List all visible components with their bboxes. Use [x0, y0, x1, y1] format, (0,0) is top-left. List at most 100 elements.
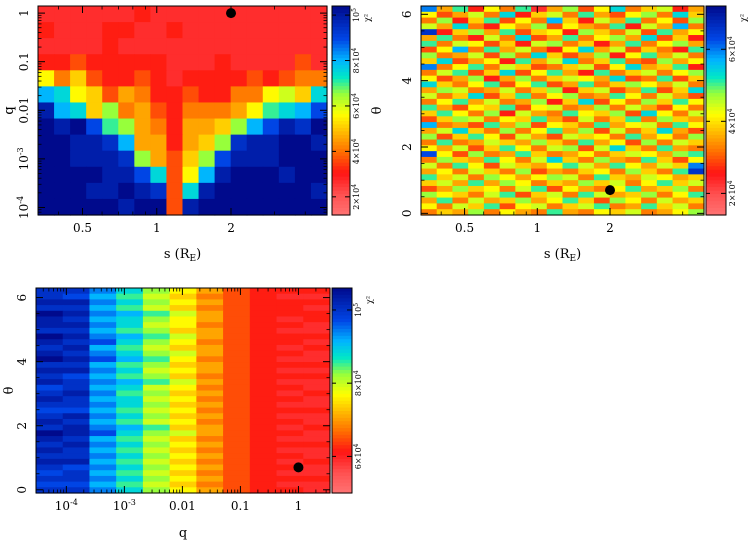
heatmap-cell: [546, 6, 564, 13]
heatmap-cell: [89, 424, 117, 431]
y-tick-label: 4: [15, 357, 29, 365]
heatmap-cell: [198, 198, 216, 216]
heatmap-cell: [223, 470, 251, 477]
heatmap-cell: [196, 344, 224, 352]
heatmap-cell: [593, 174, 611, 181]
heatmap-cell: [196, 470, 224, 477]
heatmap-cell: [656, 162, 674, 170]
heatmap-cell: [515, 168, 532, 175]
heatmap-cell: [36, 441, 64, 449]
heatmap-cell: [656, 64, 674, 71]
heatmap-cell: [276, 453, 304, 460]
heatmap-cell: [86, 22, 103, 39]
heatmap-cell: [531, 145, 548, 152]
heatmap-cell: [169, 293, 197, 300]
heatmap-cell: [54, 86, 71, 104]
heatmap-cell: [246, 150, 264, 168]
colorbar-segment: [706, 82, 726, 87]
heatmap-cell: [134, 22, 151, 39]
heatmap-cell: [656, 81, 674, 88]
heatmap-cell: [546, 23, 564, 30]
heatmap-cell: [89, 453, 117, 460]
heatmap-cell: [641, 209, 658, 216]
heatmap-cell: [468, 110, 485, 117]
heatmap-cell: [593, 11, 611, 19]
heatmap-cell: [531, 203, 548, 210]
heatmap-cell: [116, 333, 144, 340]
colorbar-segment: [332, 346, 352, 351]
heatmap-cell: [36, 407, 64, 414]
heatmap-cell: [546, 46, 564, 54]
heatmap-cell: [249, 396, 278, 403]
heatmap-cell: [672, 17, 689, 25]
heatmap-cell: [142, 453, 171, 460]
heatmap-cell: [672, 145, 689, 152]
heatmap-cell: [169, 356, 197, 363]
heatmap-cell: [196, 401, 224, 409]
heatmap-cell: [223, 407, 251, 414]
heatmap-cell: [452, 139, 469, 146]
heatmap-cell: [54, 6, 71, 23]
heatmap-cell: [562, 127, 579, 135]
heatmap-cell: [223, 401, 251, 409]
heatmap-cell: [102, 150, 119, 168]
heatmap-cell: [246, 70, 264, 87]
heatmap-cell: [578, 87, 595, 94]
heatmap-cell: [118, 102, 135, 120]
heatmap-cell: [38, 6, 55, 23]
heatmap-cell: [303, 322, 331, 329]
heatmap-cell: [562, 29, 579, 36]
heatmap-cell: [223, 430, 251, 437]
heatmap-cell: [36, 362, 64, 369]
colorbar-segment: [706, 23, 726, 28]
heatmap-cell: [436, 145, 454, 152]
heatmap-cell: [531, 58, 548, 65]
colorbar-segment: [332, 291, 352, 296]
heatmap-cell: [609, 93, 626, 100]
heatmap-cell: [89, 379, 117, 386]
heatmap-cell: [421, 191, 438, 199]
heatmap-cell: [196, 407, 224, 414]
colorbar-segment: [332, 475, 352, 480]
heatmap-cell: [656, 122, 674, 129]
heatmap-cell: [62, 390, 91, 397]
heatmap-cell: [468, 180, 485, 187]
heatmap-cell: [230, 38, 248, 55]
heatmap-cell: [672, 162, 689, 170]
heatmap-cell: [196, 441, 224, 449]
heatmap-cell: [546, 35, 564, 42]
heatmap-cell: [169, 436, 197, 443]
heatmap-cell: [483, 17, 501, 25]
heatmap-cell: [246, 38, 264, 55]
heatmap-cell: [38, 118, 55, 136]
heatmap-cell: [62, 310, 91, 318]
heatmap-cell: [310, 70, 328, 87]
colorbar-segment: [332, 120, 350, 126]
colorbar-segment: [332, 438, 352, 443]
heatmap-cell: [249, 401, 278, 409]
heatmap-cell: [609, 29, 626, 36]
heatmap-cell: [436, 93, 454, 100]
heatmap-cell: [166, 102, 184, 120]
colorbar-segment: [332, 75, 350, 80]
heatmap-cell: [452, 23, 469, 30]
heatmap-cell: [593, 145, 611, 152]
colorbar-segment: [706, 190, 726, 195]
heatmap-cell: [468, 58, 485, 65]
heatmap-cell: [303, 339, 331, 346]
heatmap-cell: [278, 150, 296, 168]
colorbar-segment: [332, 339, 352, 344]
heatmap-cell: [276, 407, 304, 414]
colorbar-tick-label: 8×104: [353, 370, 363, 396]
heatmap-cell: [515, 17, 532, 25]
heatmap-cell: [421, 81, 438, 88]
colorbar-segment: [332, 33, 350, 38]
heatmap-cell: [468, 197, 485, 204]
heatmap-cell: [609, 127, 626, 135]
heatmap-cell: [515, 156, 532, 164]
heatmap-cell: [452, 75, 469, 83]
heatmap-cell: [169, 424, 197, 431]
heatmap-cell: [531, 40, 548, 48]
heatmap-cell: [625, 151, 642, 158]
heatmap-cell: [150, 86, 168, 104]
